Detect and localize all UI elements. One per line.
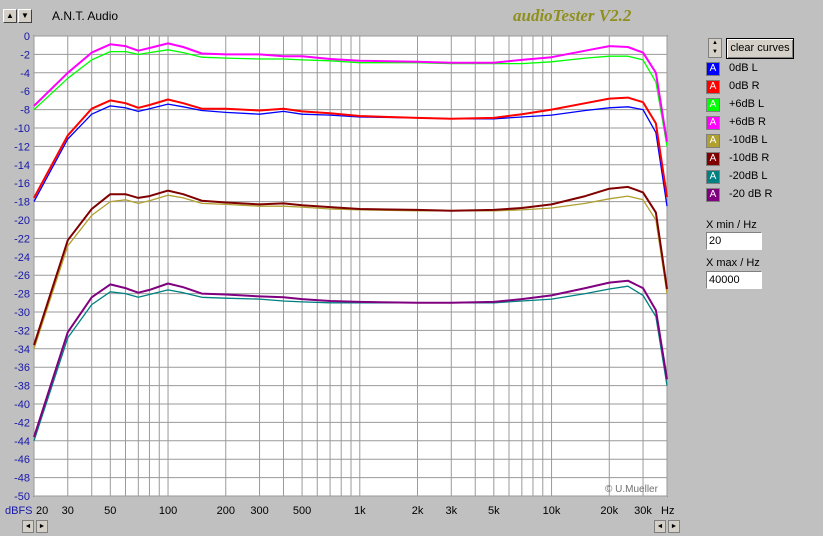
- y-tick-label: -40: [14, 399, 30, 411]
- x-axis-unit: Hz: [661, 505, 674, 517]
- x-tick-label: 50: [104, 505, 116, 517]
- series-line--20db-l: [33, 285, 668, 442]
- legend-swatch[interactable]: A: [706, 98, 720, 112]
- y-axis-unit: dBFS: [5, 505, 33, 517]
- x-tick-label: 300: [250, 505, 268, 517]
- plot-area: [33, 35, 668, 497]
- x-tick-label: 20: [36, 505, 48, 517]
- legend-label: 0dB R: [729, 80, 760, 92]
- legend-swatch[interactable]: A: [706, 62, 720, 76]
- series-lines: [33, 42, 668, 442]
- legend: A 0dB L A 0dB R A +6dB L A +6dB R A -10dB L A -10dB…: [706, 60, 816, 204]
- y-tick-label: -16: [14, 178, 30, 190]
- legend-swatch[interactable]: A: [706, 80, 720, 94]
- clear-curves-button[interactable]: clear curves: [726, 38, 794, 59]
- y-tick-label: -12: [14, 141, 30, 153]
- series-line--10db-r: [33, 185, 668, 346]
- legend-item[interactable]: A -10dB R: [706, 150, 816, 168]
- x-tick-label: 100: [159, 505, 177, 517]
- y-tick-label: -22: [14, 233, 30, 245]
- x-tick-label: 30k: [634, 505, 652, 517]
- y-tick-label: -26: [14, 270, 30, 282]
- x-tick-label: 20k: [600, 505, 618, 517]
- scroll-up-button[interactable]: ▲: [3, 9, 17, 23]
- legend-label: -10dB L: [729, 134, 768, 146]
- legend-item[interactable]: A 0dB L: [706, 60, 816, 78]
- series-line--6db-r: [33, 42, 668, 142]
- x-tick-label: 2k: [412, 505, 424, 517]
- x-scroll-right-button-2[interactable]: ►: [668, 520, 680, 533]
- legend-label: -20dB L: [729, 170, 768, 182]
- legend-item[interactable]: A +6dB L: [706, 96, 816, 114]
- x-tick-label: 30: [62, 505, 74, 517]
- series-line-0db-l: [33, 103, 668, 207]
- legend-label: +6dB R: [729, 116, 766, 128]
- legend-swatch[interactable]: A: [706, 188, 720, 202]
- legend-spinner[interactable]: ▲ ▼: [708, 38, 722, 58]
- y-tick-label: -14: [14, 160, 30, 172]
- y-tick-label: 0: [24, 31, 30, 43]
- x-tick-label: 500: [293, 505, 311, 517]
- xmin-label: X min / Hz: [706, 219, 757, 231]
- legend-label: -20 dB R: [729, 188, 773, 200]
- y-tick-label: -30: [14, 307, 30, 319]
- y-tick-label: -18: [14, 197, 30, 209]
- y-tick-label: -8: [20, 105, 30, 117]
- y-tick-label: -36: [14, 362, 30, 374]
- y-tick-label: -28: [14, 289, 30, 301]
- y-tick-label: -24: [14, 252, 30, 264]
- y-tick-label: -38: [14, 381, 30, 393]
- x-scroll-left-button-1[interactable]: ◄: [22, 520, 34, 533]
- legend-swatch[interactable]: A: [706, 170, 720, 184]
- series-line-0db-r: [33, 96, 668, 199]
- y-tick-label: -2: [20, 49, 30, 61]
- y-tick-label: -34: [14, 344, 30, 356]
- x-tick-label: 1k: [354, 505, 366, 517]
- x-scroll-right-button-1[interactable]: ►: [36, 520, 48, 533]
- app-title: audioTester V2.2: [513, 6, 632, 25]
- y-tick-label: -10: [14, 123, 30, 135]
- grid: [33, 35, 668, 497]
- y-axis: 0 -2 -4 -6 -8 -10 -12 -14 -16 -18 -20 -22 -24 -26 -28 -…: [14, 31, 30, 503]
- y-tick-label: -32: [14, 325, 30, 337]
- legend-swatch[interactable]: A: [706, 152, 720, 166]
- series-line--6db-l: [33, 49, 668, 147]
- xmin-input[interactable]: [706, 232, 762, 250]
- x-tick-label: 5k: [488, 505, 500, 517]
- legend-swatch[interactable]: A: [706, 134, 720, 148]
- legend-item[interactable]: A +6dB R: [706, 114, 816, 132]
- y-tick-label: -6: [20, 86, 30, 98]
- copyright-label: © U.Mueller: [605, 484, 659, 495]
- xmax-input[interactable]: [706, 271, 762, 289]
- y-tick-label: -50: [14, 491, 30, 503]
- legend-label: +6dB L: [729, 98, 765, 110]
- xmax-label: X max / Hz: [706, 257, 760, 269]
- y-tick-label: -44: [14, 436, 30, 448]
- y-tick-label: -46: [14, 454, 30, 466]
- legend-label: -10dB R: [729, 152, 770, 164]
- legend-swatch[interactable]: A: [706, 116, 720, 130]
- x-tick-label: 200: [217, 505, 235, 517]
- legend-item[interactable]: A -20dB L: [706, 168, 816, 186]
- y-tick-label: -48: [14, 473, 30, 485]
- scroll-down-button[interactable]: ▼: [18, 9, 32, 23]
- y-tick-label: -4: [20, 68, 30, 80]
- legend-item[interactable]: A -10dB L: [706, 132, 816, 150]
- x-axis: 20 30 50 100 200 300 500 1k 2k 3k 5k 10k 20k 30k: [36, 505, 652, 517]
- y-tick-label: -20: [14, 215, 30, 227]
- legend-item[interactable]: A 0dB R: [706, 78, 816, 96]
- series-line--10db-l: [33, 194, 668, 350]
- app-name: A.N.T. Audio: [52, 9, 119, 23]
- legend-label: 0dB L: [729, 62, 758, 74]
- legend-item[interactable]: A -20 dB R: [706, 186, 816, 204]
- x-scroll-left-button-2[interactable]: ◄: [654, 520, 666, 533]
- x-tick-label: 10k: [543, 505, 561, 517]
- x-tick-label: 3k: [445, 505, 457, 517]
- series-line--20-db-r: [33, 279, 668, 438]
- y-tick-label: -42: [14, 417, 30, 429]
